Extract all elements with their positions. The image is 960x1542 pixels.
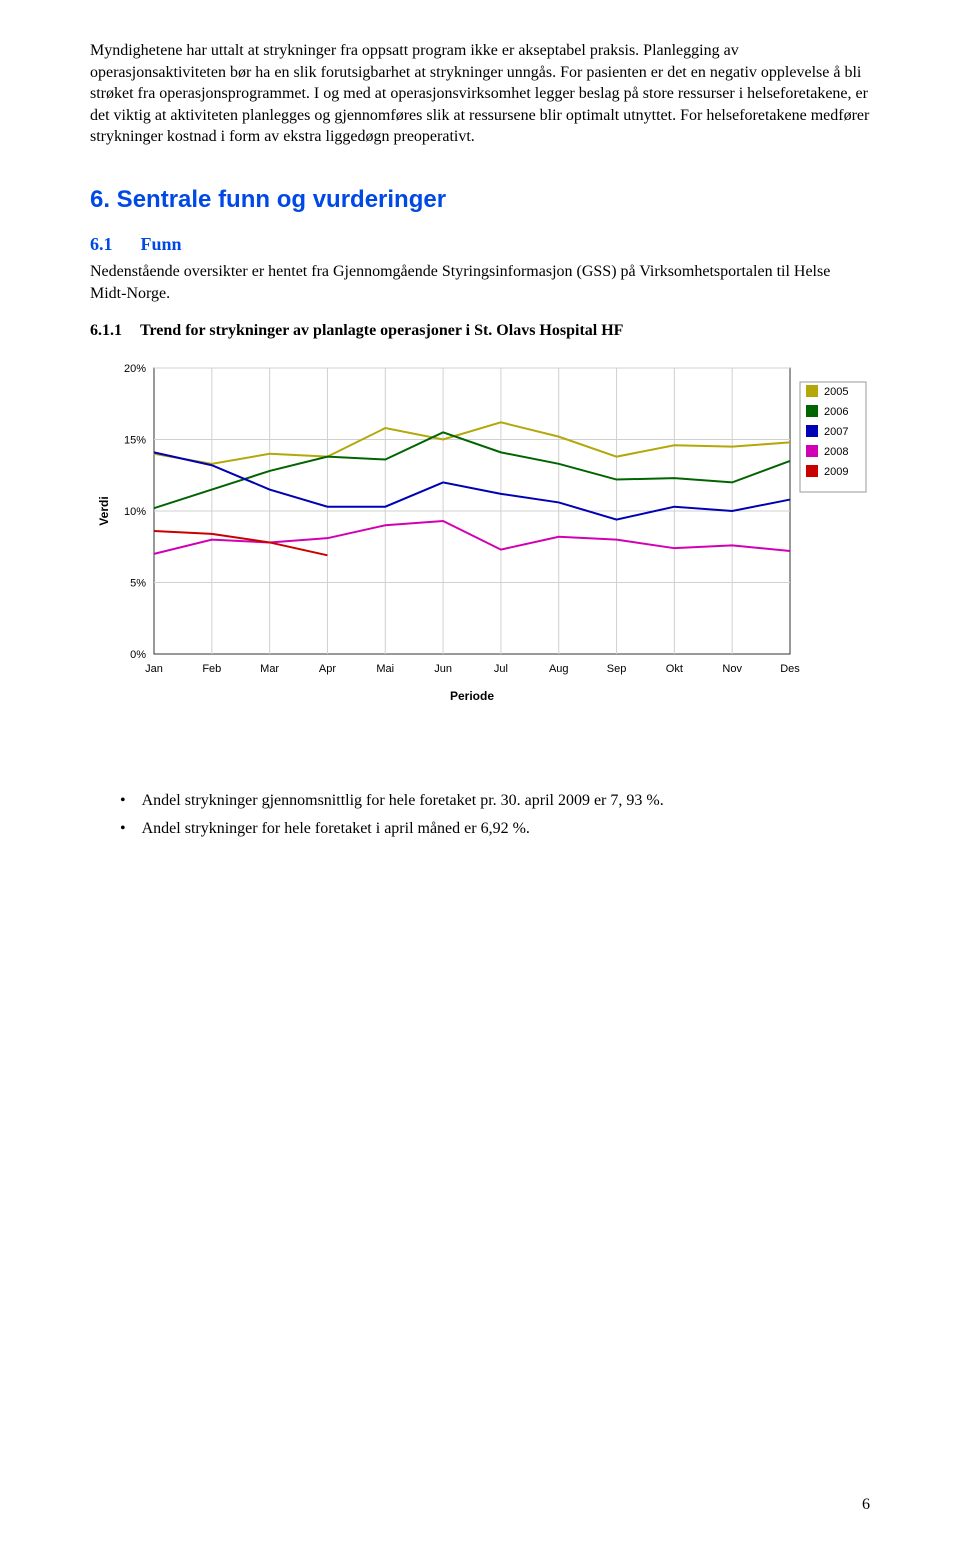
svg-text:Des: Des — [780, 663, 800, 675]
trend-chart: 0% 5% 10% 15% 20% Jan Feb Mar Apr Mai Jun Jul Aug Sep… — [90, 350, 880, 710]
svg-text:2008: 2008 — [824, 446, 848, 458]
svg-text:Verdi: Verdi — [97, 496, 111, 525]
bullet-item: • Andel strykninger for hele foretaket i … — [120, 818, 870, 840]
svg-text:2005: 2005 — [824, 386, 848, 398]
subsubsection-number: 6.1.1 — [90, 322, 122, 340]
bullet-text: Andel strykninger gjennomsnittlig for he… — [142, 790, 664, 812]
subsection-6-1-heading: 6.1 Funn — [90, 234, 870, 255]
subsection-title: Funn — [141, 234, 182, 255]
page-number: 6 — [862, 1496, 870, 1514]
svg-text:2009: 2009 — [824, 466, 848, 478]
bullet-item: • Andel strykninger gjennomsnittlig for h… — [120, 790, 870, 812]
bullet-dot: • — [120, 790, 126, 812]
subsection-number: 6.1 — [90, 234, 113, 255]
subsubsection-title: Trend for strykninger av planlagte opera… — [140, 322, 623, 340]
svg-text:Mai: Mai — [376, 663, 394, 675]
bullet-list: • Andel strykninger gjennomsnittlig for h… — [90, 790, 870, 839]
svg-text:15%: 15% — [124, 435, 146, 447]
svg-text:2006: 2006 — [824, 406, 848, 418]
svg-text:5%: 5% — [130, 578, 146, 590]
svg-text:Jun: Jun — [434, 663, 452, 675]
svg-text:Feb: Feb — [202, 663, 221, 675]
svg-text:Nov: Nov — [722, 663, 742, 675]
svg-text:Okt: Okt — [666, 663, 683, 675]
svg-text:Aug: Aug — [549, 663, 569, 675]
svg-text:Sep: Sep — [607, 663, 627, 675]
svg-text:Jan: Jan — [145, 663, 163, 675]
bullet-dot: • — [120, 818, 126, 840]
intro-paragraph: Myndighetene har uttalt at strykninger f… — [90, 40, 870, 148]
chart-svg: 0% 5% 10% 15% 20% Jan Feb Mar Apr Mai Jun Jul Aug Sep… — [90, 350, 880, 710]
svg-text:Apr: Apr — [319, 663, 336, 675]
svg-text:20%: 20% — [124, 363, 146, 375]
svg-text:0%: 0% — [130, 649, 146, 661]
subsection-intro-paragraph: Nedenstående oversikter er hentet fra Gj… — [90, 261, 870, 304]
bullet-text: Andel strykninger for hele foretaket i a… — [142, 818, 530, 840]
svg-text:Periode: Periode — [450, 689, 494, 703]
section-6-heading: 6. Sentrale funn og vurderinger — [90, 186, 870, 214]
svg-text:Mar: Mar — [260, 663, 279, 675]
svg-text:10%: 10% — [124, 506, 146, 518]
svg-text:Jul: Jul — [494, 663, 508, 675]
svg-text:2007: 2007 — [824, 426, 848, 438]
subsubsection-6-1-1-heading: 6.1.1 Trend for strykninger av planlagte… — [90, 322, 870, 340]
